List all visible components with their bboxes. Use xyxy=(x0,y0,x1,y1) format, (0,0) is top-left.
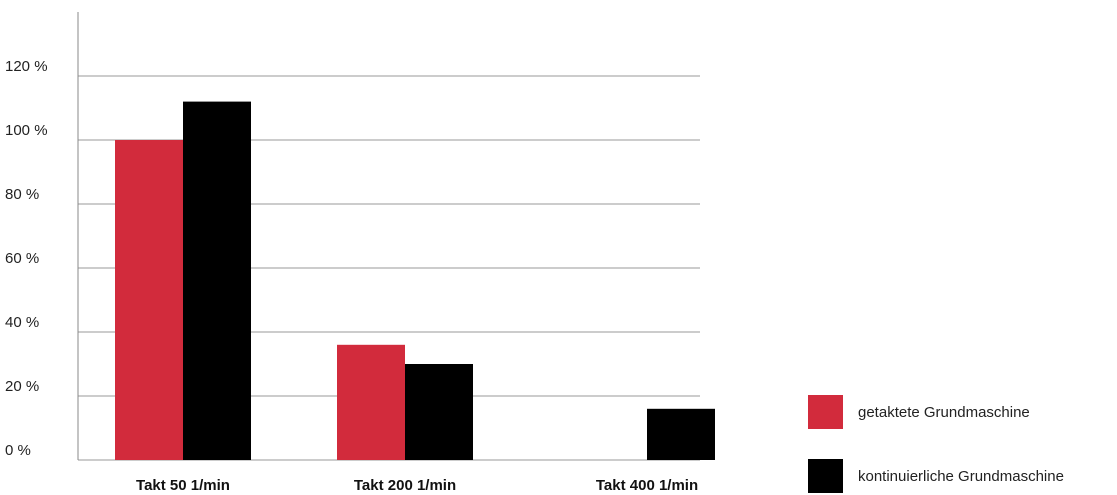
bar-kontinuierliche-3 xyxy=(647,408,715,460)
legend-label-getaktete: getaktete Grundmaschine xyxy=(858,403,1030,421)
category-labels: Takt 50 1/min Takt 200 1/min Takt 400 1/mi… xyxy=(136,477,698,494)
y-tick-label: 60 % xyxy=(5,250,39,267)
y-tick-label: 40 % xyxy=(5,314,39,331)
bar-kontinuierliche-1 xyxy=(183,101,251,460)
bar-getaktete-1 xyxy=(115,140,183,460)
y-tick-label: 0 % xyxy=(5,442,31,459)
y-tick-labels: 0 % 20 % 40 % 60 % 80 % 100 % 120 % xyxy=(5,58,48,459)
legend-item-getaktete: getaktete Grundmaschine xyxy=(808,395,1030,429)
category-label: Takt 50 1/min xyxy=(136,477,230,494)
legend-swatch-kontinuierliche xyxy=(808,459,843,493)
bars xyxy=(115,101,715,460)
legend-label-kontinuierliche: kontinuierliche Grundmaschine xyxy=(858,467,1064,485)
legend-item-kontinuierliche: kontinuierliche Grundmaschine xyxy=(808,459,1064,493)
bar-kontinuierliche-2 xyxy=(405,364,473,460)
bar-getaktete-2 xyxy=(337,344,405,460)
y-tick-label: 120 % xyxy=(5,58,48,75)
y-tick-label: 80 % xyxy=(5,186,39,203)
category-label: Takt 200 1/min xyxy=(354,477,456,494)
y-tick-label: 100 % xyxy=(5,122,48,139)
y-tick-label: 20 % xyxy=(5,378,39,395)
legend-swatch-getaktete xyxy=(808,395,843,429)
category-label: Takt 400 1/min xyxy=(596,477,698,494)
